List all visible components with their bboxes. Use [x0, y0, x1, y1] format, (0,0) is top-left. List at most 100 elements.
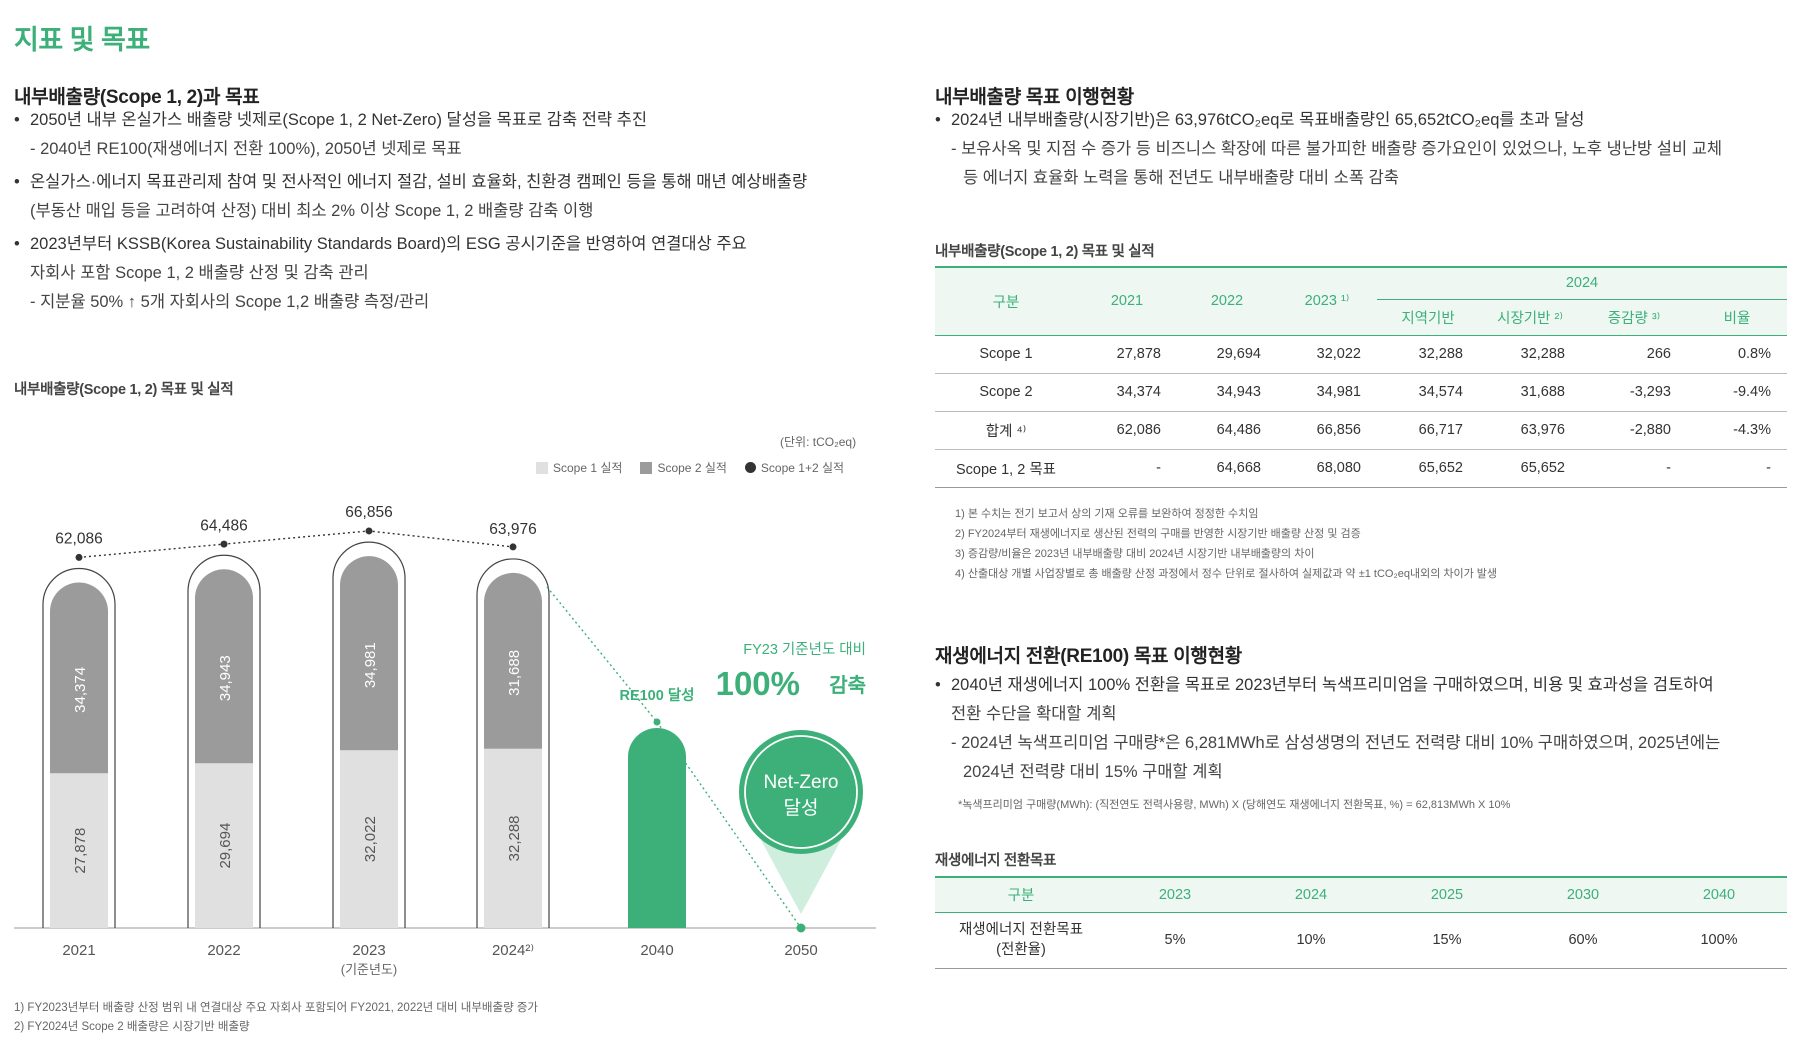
re-section-title: 재생에너지 전환(RE100) 목표 이행현황: [935, 646, 1242, 667]
bar-label-scope1: 32,022: [362, 816, 379, 862]
reduction-label: FY23 기준년도 대비: [743, 641, 866, 658]
table-note-2: 2) FY2024부터 재생에너지로 생산된 전력의 구매를 반영한 시장기반 …: [955, 528, 1361, 540]
legend-scope1: Scope 1 실적: [536, 459, 622, 476]
table-title: 내부배출량(Scope 1, 2) 목표 및 실적: [935, 244, 1155, 260]
table-row: 합계 ⁴⁾ 62,086 64,486 66,856 66,717 63,976 -2,88…: [935, 411, 1787, 449]
x-tick-label: 2040: [640, 942, 673, 959]
netzero-text-2: 달성: [784, 797, 819, 819]
table-cell: 34,574: [1418, 384, 1463, 400]
re-bullets: 2040년 재생에너지 100% 전환을 목표로 2023년부터 녹색프리미엄을…: [935, 671, 1785, 787]
right-bullets: 2024년 내부배출량(시장기반)은 63,976tCO₂eq로 목표배출량인 …: [935, 106, 1785, 193]
re-th-2030: 2030: [1515, 877, 1651, 912]
x-tick-label: 2023: [352, 942, 385, 959]
left-section-title: 내부배출량(Scope 1, 2)과 목표: [14, 87, 260, 108]
left-bullets: 2050년 내부 온실가스 배출량 넷제로(Scope 1, 2 Net-Zer…: [14, 106, 874, 317]
right-bullet-1: 2024년 내부배출량(시장기반)은 63,976tCO₂eq로 목표배출량인 …: [935, 106, 1785, 135]
table-cell: 68,080: [1316, 460, 1361, 476]
table-cell: -4.3%: [1733, 422, 1771, 438]
table-row: Scope 1 27,878 29,694 32,022 32,288 32,288 266…: [935, 335, 1787, 373]
total-point: [509, 543, 517, 551]
legend-scope2: Scope 2 실적: [640, 459, 727, 476]
table-cell: 66,856: [1316, 422, 1361, 438]
row-label: Scope 2: [979, 384, 1033, 400]
re-table: 구분 2023 2024 2025 2030 2040 재생에너지 전환목표 (…: [935, 876, 1787, 969]
re-table-title: 재생에너지 전환목표: [935, 853, 1057, 869]
th-2024: 2024: [1377, 267, 1787, 300]
re-sub-cont: 2024년 전력량 대비 15% 구매할 계획: [963, 763, 1223, 781]
row-label: Scope 1: [979, 346, 1033, 362]
bullet-3: 2023년부터 KSSB(Korea Sustainability Standa…: [14, 230, 874, 259]
re-th-2023: 2023: [1107, 877, 1243, 912]
re-row-label: 재생에너지 전환목표 (전환율): [958, 922, 1084, 958]
bar-scope2: [195, 569, 253, 764]
bar-label-scope1: 29,694: [217, 823, 234, 869]
re-val-2025: 15%: [1432, 932, 1462, 948]
point-2050: [796, 923, 806, 933]
re-bullet-cont: 전환 수단을 확대할 계획: [951, 705, 1117, 723]
bullet-3-cont: 자회사 포함 Scope 1, 2 배출량 산정 및 감축 관리: [30, 264, 369, 282]
table-cell: -3,293: [1629, 384, 1671, 400]
total-point: [75, 553, 83, 561]
bar-outline: [187, 554, 261, 928]
re-val-2040: 100%: [1700, 932, 1738, 948]
total-label: 66,856: [345, 504, 392, 521]
table-cell: 64,486: [1216, 422, 1261, 438]
page-title: 지표 및 목표: [14, 25, 150, 55]
table-cell: 31,688: [1520, 384, 1565, 400]
bar-outline: [332, 541, 406, 928]
unit-label: (단위: tCO₂eq): [780, 435, 857, 449]
green-dotted-line: [546, 586, 658, 723]
bar-scope1: [340, 750, 398, 928]
x-tick-label: 2021: [62, 942, 95, 959]
right-section-title: 내부배출량 목표 이행현황: [935, 87, 1134, 108]
bar-label-scope2: 34,981: [362, 642, 379, 688]
table-footnotes: 1) 본 수치는 전기 보고서 상의 기재 오류를 보완하여 정정한 수치임 2…: [955, 504, 1497, 584]
bullet-2: 온실가스·에너지 목표관리제 참여 및 전사적인 에너지 절감, 설비 효율화,…: [14, 168, 874, 197]
total-label: 64,486: [200, 517, 247, 534]
bar-scope1: [195, 763, 253, 928]
row-label: Scope 1, 2 목표: [955, 461, 1057, 478]
netzero-text: Net-Zero: [764, 772, 839, 793]
bar-outline: [42, 567, 116, 928]
bullet-3-sub: - 지분율 50% ↑ 5개 자회사의 Scope 1,2 배출량 측정/관리: [30, 293, 430, 311]
bar-label-scope1: 27,878: [72, 828, 89, 874]
bar-label-scope2: 34,943: [217, 655, 234, 701]
re-th-2024: 2024: [1243, 877, 1379, 912]
right-bullet-1-sub: - 보유사옥 및 지점 수 증가 등 비즈니스 확장에 따른 불가피한 배출량 …: [951, 140, 1723, 158]
reduction-word: 감축: [829, 674, 866, 697]
re100-label: RE100 달성: [619, 686, 694, 704]
left-footnote-1: 1) FY2023년부터 배출량 산정 범위 내 연결대상 주요 자회사 포함되…: [14, 1002, 539, 1014]
th-2021: 2021: [1077, 267, 1177, 335]
table-cell: -2,880: [1629, 422, 1671, 438]
table-note-3: 3) 증감량/비율은 2023년 내부배출량 대비 2024년 시장기반 내부배…: [955, 548, 1315, 560]
table-cell: 32,022: [1316, 346, 1361, 362]
bar-2040: [628, 728, 686, 928]
bar-scope1: [484, 748, 542, 928]
bar-label-scope2: 34,374: [72, 667, 89, 713]
legend-total: Scope 1+2 실적: [744, 459, 844, 476]
re-sub: - 2024년 녹색프리미엄 구매량*은 6,281MWh로 삼성생명의 전년도…: [951, 734, 1721, 752]
bar-outline: [476, 558, 550, 928]
th-2022: 2022: [1177, 267, 1277, 335]
table-cell: 65,652: [1418, 460, 1463, 476]
bar-label-scope1: 32,288: [506, 815, 523, 861]
bar-scope1: [50, 773, 108, 928]
table-cell: 62,086: [1116, 422, 1161, 438]
table-cell: -: [1156, 460, 1161, 476]
total-label: 62,086: [55, 531, 102, 548]
table-cell: -9.4%: [1733, 384, 1771, 400]
table-cell: 34,981: [1316, 384, 1361, 400]
table-note-4: 4) 산출대상 개별 사업장별로 총 배출량 산정 과정에서 정수 단위로 절사…: [955, 568, 1498, 580]
total-point: [365, 527, 373, 535]
netzero-circle: [739, 730, 863, 854]
bar-scope2: [50, 582, 108, 774]
table-cell: 65,652: [1520, 460, 1565, 476]
base-year-note: (기준년도): [341, 962, 398, 977]
re-th-gubun: 구분: [935, 877, 1107, 912]
x-tick-label: 2024²⁾: [492, 942, 534, 959]
netzero-ring: [744, 735, 858, 849]
table-cell: 66,717: [1418, 422, 1463, 438]
table-cell: 63,976: [1520, 422, 1565, 438]
table-cell: 29,694: [1216, 346, 1261, 362]
x-tick-label: 2050: [784, 942, 817, 959]
